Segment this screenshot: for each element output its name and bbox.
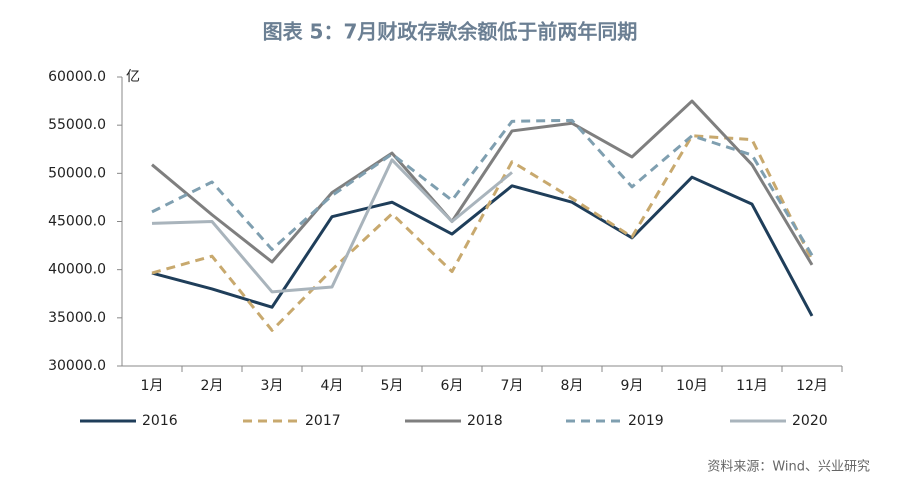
y-tick-label: 30000.0 <box>48 358 106 374</box>
x-tick-label: 7月 <box>501 378 524 394</box>
series-line <box>151 118 814 256</box>
x-tick-label: 5月 <box>381 378 404 394</box>
y-tick-label: 45000.0 <box>48 214 106 230</box>
chart-title: 图表 5：7月财政存款余额低于前两年同期 <box>263 20 638 44</box>
y-tick-label: 60000.0 <box>48 69 106 85</box>
y-tick-label: 50000.0 <box>48 165 106 181</box>
y-tick-label: 40000.0 <box>48 262 106 278</box>
x-tick-label: 4月 <box>321 378 344 394</box>
series-line <box>151 134 814 332</box>
x-tick-label: 3月 <box>261 378 284 394</box>
series-line <box>151 158 513 294</box>
y-tick-label: 35000.0 <box>48 310 106 326</box>
x-tick-label: 8月 <box>561 378 584 394</box>
x-tick-label: 6月 <box>441 378 464 394</box>
x-tick-label: 10月 <box>676 378 708 394</box>
source: 资料来源：Wind、兴业研究 <box>707 460 870 475</box>
x-tick-label: 12月 <box>796 378 828 394</box>
x-tick-label: 1月 <box>141 378 164 394</box>
legend-label: 2016 <box>142 413 178 429</box>
series-line <box>151 175 814 317</box>
legend-label: 2018 <box>467 413 503 429</box>
x-tick-label: 2月 <box>201 378 224 394</box>
series-line <box>151 99 814 266</box>
x-tick-label: 11月 <box>736 378 768 394</box>
legend-label: 2017 <box>305 413 341 429</box>
x-tick-label: 9月 <box>621 378 644 394</box>
y-tick-label: 55000.0 <box>48 117 106 133</box>
y-unit: 亿 <box>126 69 140 85</box>
legend-label: 2019 <box>628 413 664 429</box>
legend-label: 2020 <box>792 413 828 429</box>
